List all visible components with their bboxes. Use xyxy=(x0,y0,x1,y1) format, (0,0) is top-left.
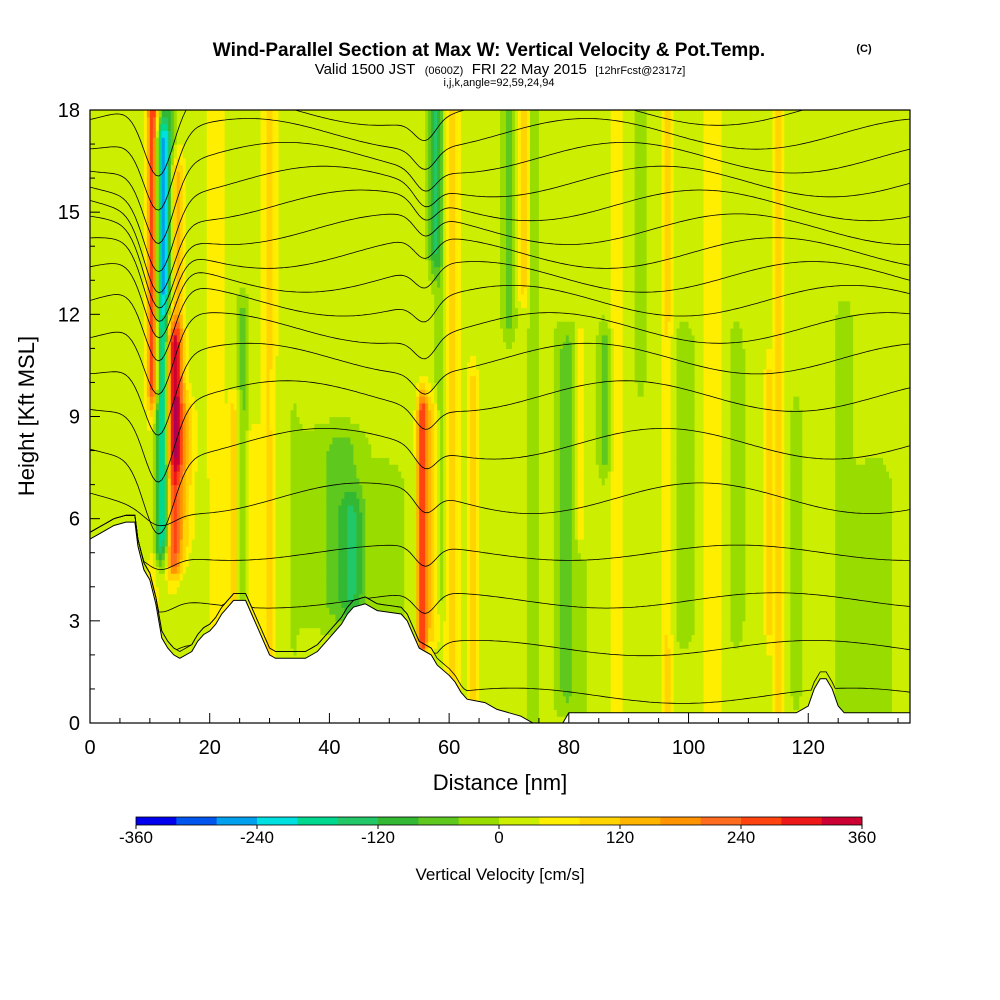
copyright-mark: (C) xyxy=(856,43,872,55)
valid-utc: (0600Z) xyxy=(425,65,464,77)
valid-time: Valid 1500 JST xyxy=(315,61,416,78)
forecast-info: [12hrFcst@2317z] xyxy=(595,65,685,77)
valid-date: FRI 22 May 2015 xyxy=(472,61,587,78)
figure-canvas: Wind-Parallel Section at Max W: Vertical… xyxy=(0,0,1000,1000)
grid-indices: i,j,k,angle=92,59,24,94 xyxy=(443,77,554,89)
chart-title: Wind-Parallel Section at Max W: Vertical… xyxy=(213,40,765,61)
plot-area xyxy=(90,95,911,724)
chart-subtitle: Valid 1500 JST (0600Z) FRI 22 May 2015 [… xyxy=(315,61,686,78)
